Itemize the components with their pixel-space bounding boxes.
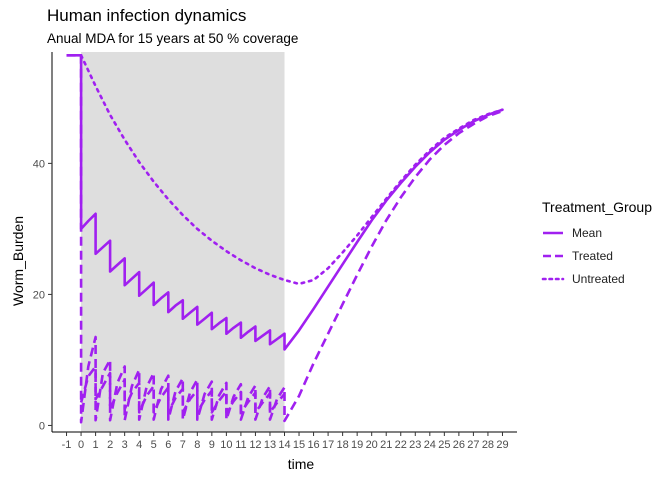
- x-tick-label: 1: [93, 439, 99, 451]
- y-tick-label: 20: [33, 289, 45, 301]
- x-axis: -1 0 1 2 3 4 5 6 7 8 9 10 11 12 13 14 15 16 17 18 19 20 21 22 23…: [52, 431, 517, 451]
- y-tick-label: 0: [39, 420, 45, 432]
- legend-label-untreated: Untreated: [572, 272, 625, 286]
- x-tick-label: 12: [249, 439, 261, 451]
- x-axis-label: time: [287, 456, 315, 472]
- x-tick-label: 26: [453, 439, 465, 451]
- x-tick-label: 5: [151, 439, 157, 451]
- x-tick-label: 15: [293, 439, 305, 451]
- x-tick-label: 16: [307, 439, 319, 451]
- x-tick-label: -1: [62, 439, 72, 451]
- x-tick-label: 24: [424, 439, 436, 451]
- x-tick-label: 19: [351, 439, 363, 451]
- y-axis-label: Worm_Burden: [10, 215, 26, 306]
- series-line-mean: [66, 54, 503, 351]
- x-tick-label: 9: [209, 439, 215, 451]
- y-axis: 0 20 40: [33, 52, 53, 432]
- x-tick-label: 18: [337, 439, 349, 451]
- x-tick-label: 6: [165, 439, 171, 451]
- x-tick-label: 2: [107, 439, 113, 451]
- x-tick-label: 13: [264, 439, 276, 451]
- x-tick-label: 8: [194, 439, 200, 451]
- x-tick-label: 14: [278, 439, 290, 451]
- legend-keys: [541, 231, 565, 281]
- x-tick-label: 0: [78, 439, 84, 451]
- x-tick-label: 4: [136, 439, 142, 451]
- x-tick-label: 23: [409, 439, 421, 451]
- x-tick-label: 21: [380, 439, 392, 451]
- series-line-treated: [79, 365, 286, 414]
- legend-title: Treatment_Group: [542, 199, 652, 215]
- x-tick-label: 7: [180, 439, 186, 451]
- x-tick-label: 11: [235, 439, 246, 451]
- series-line-untreated: [79, 54, 504, 286]
- y-tick-label: 40: [33, 158, 45, 170]
- x-tick-label: 3: [122, 439, 128, 451]
- x-tick-label: 25: [438, 439, 450, 451]
- x-tick-label: 27: [467, 439, 479, 451]
- legend-label-treated: Treated: [572, 249, 613, 263]
- x-tick-label: 20: [366, 439, 378, 451]
- x-tick-label: 10: [220, 439, 232, 451]
- x-tick-label: 29: [496, 439, 508, 451]
- chart-subtitle: Anual MDA for 15 years at 50 % coverage: [47, 31, 299, 46]
- x-tick-label: 22: [395, 439, 407, 451]
- shaded-treatment-period: [81, 52, 285, 432]
- x-tick-label: 28: [482, 439, 494, 451]
- x-tick-label: 17: [322, 439, 334, 451]
- series-layer: [66, 54, 504, 424]
- legend-label-mean: Mean: [572, 226, 603, 240]
- chart-title: Human infection dynamics: [47, 6, 247, 25]
